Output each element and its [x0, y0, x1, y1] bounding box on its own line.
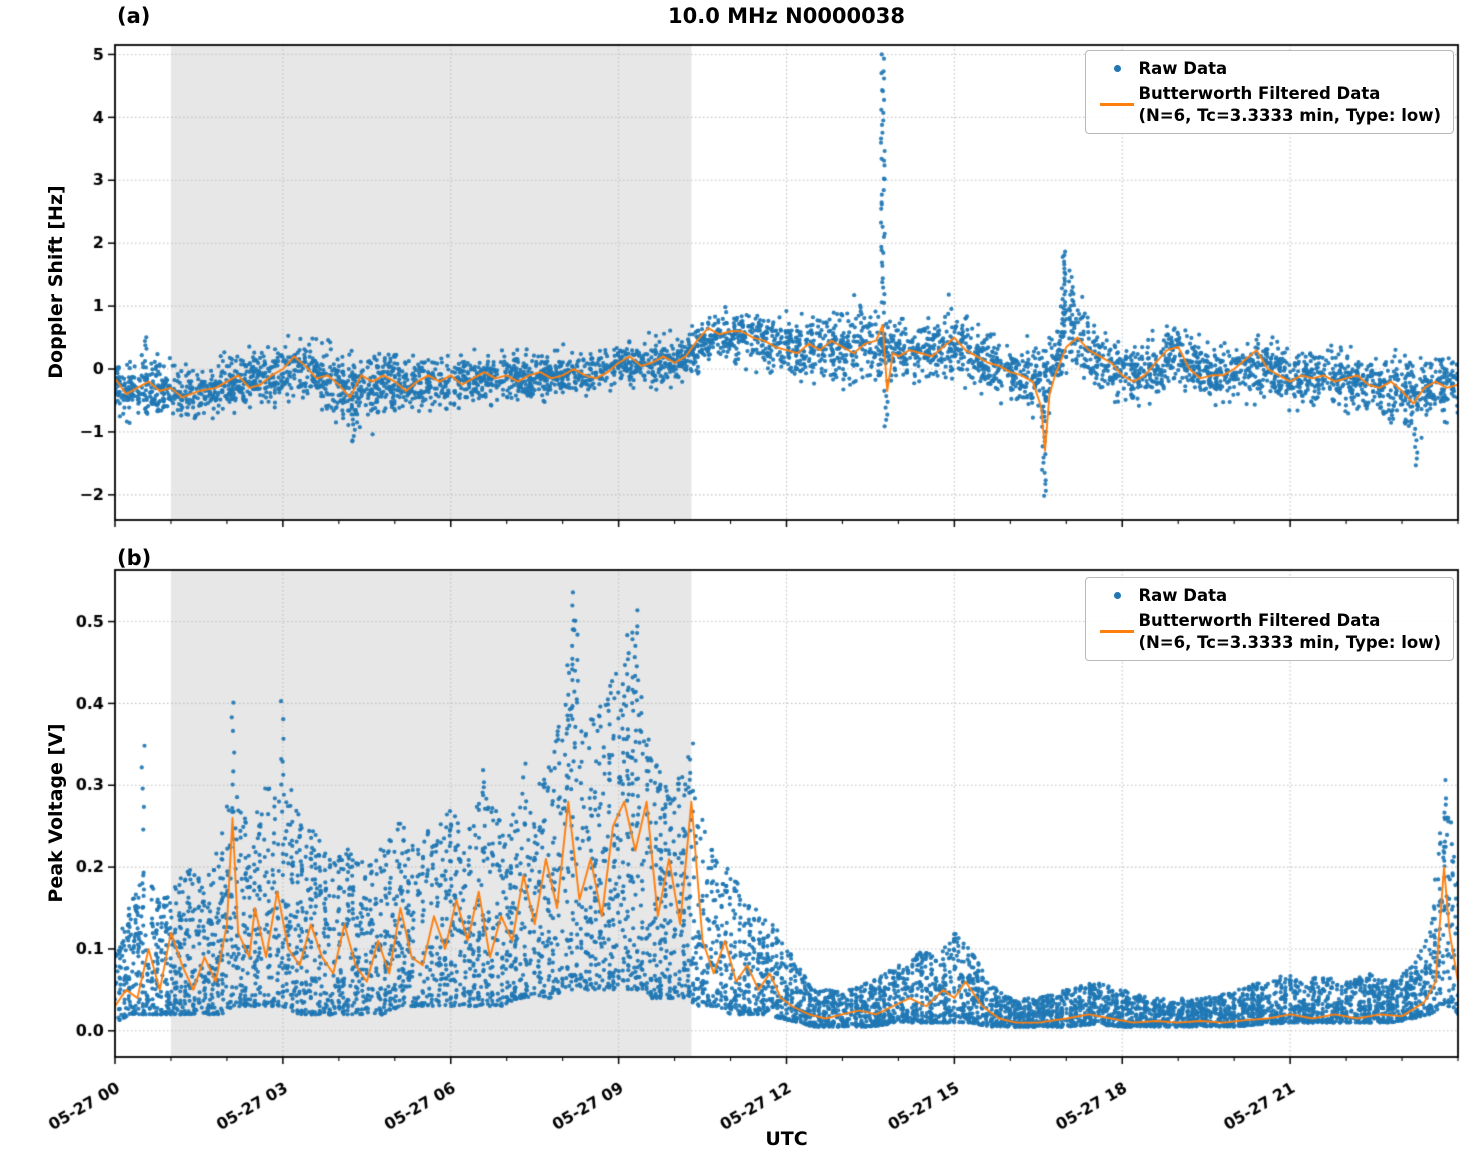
legend-filtered-label: Butterworth Filtered Data (N=6, Tc=3.333… — [1138, 83, 1441, 125]
raw-data-marker-icon — [1096, 592, 1138, 600]
legend-raw-label: Raw Data — [1138, 59, 1228, 78]
legend-panel-b: Raw Data Butterworth Filtered Data (N=6,… — [1085, 577, 1454, 662]
legend-entry-filtered-data: Butterworth Filtered Data (N=6, Tc=3.333… — [1096, 83, 1441, 127]
filtered-line-marker-icon — [1096, 103, 1138, 107]
legend-panel-a: Raw Data Butterworth Filtered Data (N=6,… — [1085, 50, 1454, 135]
legend-entry-filtered-data: Butterworth Filtered Data (N=6, Tc=3.333… — [1096, 610, 1441, 654]
y-axis-label-doppler: Doppler Shift [Hz] — [45, 185, 67, 379]
x-axis-label-utc: UTC — [765, 1128, 808, 1150]
raw-data-marker-icon — [1096, 65, 1138, 73]
y-axis-label-voltage: Peak Voltage [V] — [45, 723, 67, 903]
legend-raw-label: Raw Data — [1138, 586, 1228, 605]
legend-filtered-label: Butterworth Filtered Data (N=6, Tc=3.333… — [1138, 610, 1441, 652]
legend-entry-raw-data: Raw Data — [1096, 58, 1441, 80]
filtered-line-marker-icon — [1096, 630, 1138, 634]
legend-entry-raw-data: Raw Data — [1096, 585, 1441, 607]
